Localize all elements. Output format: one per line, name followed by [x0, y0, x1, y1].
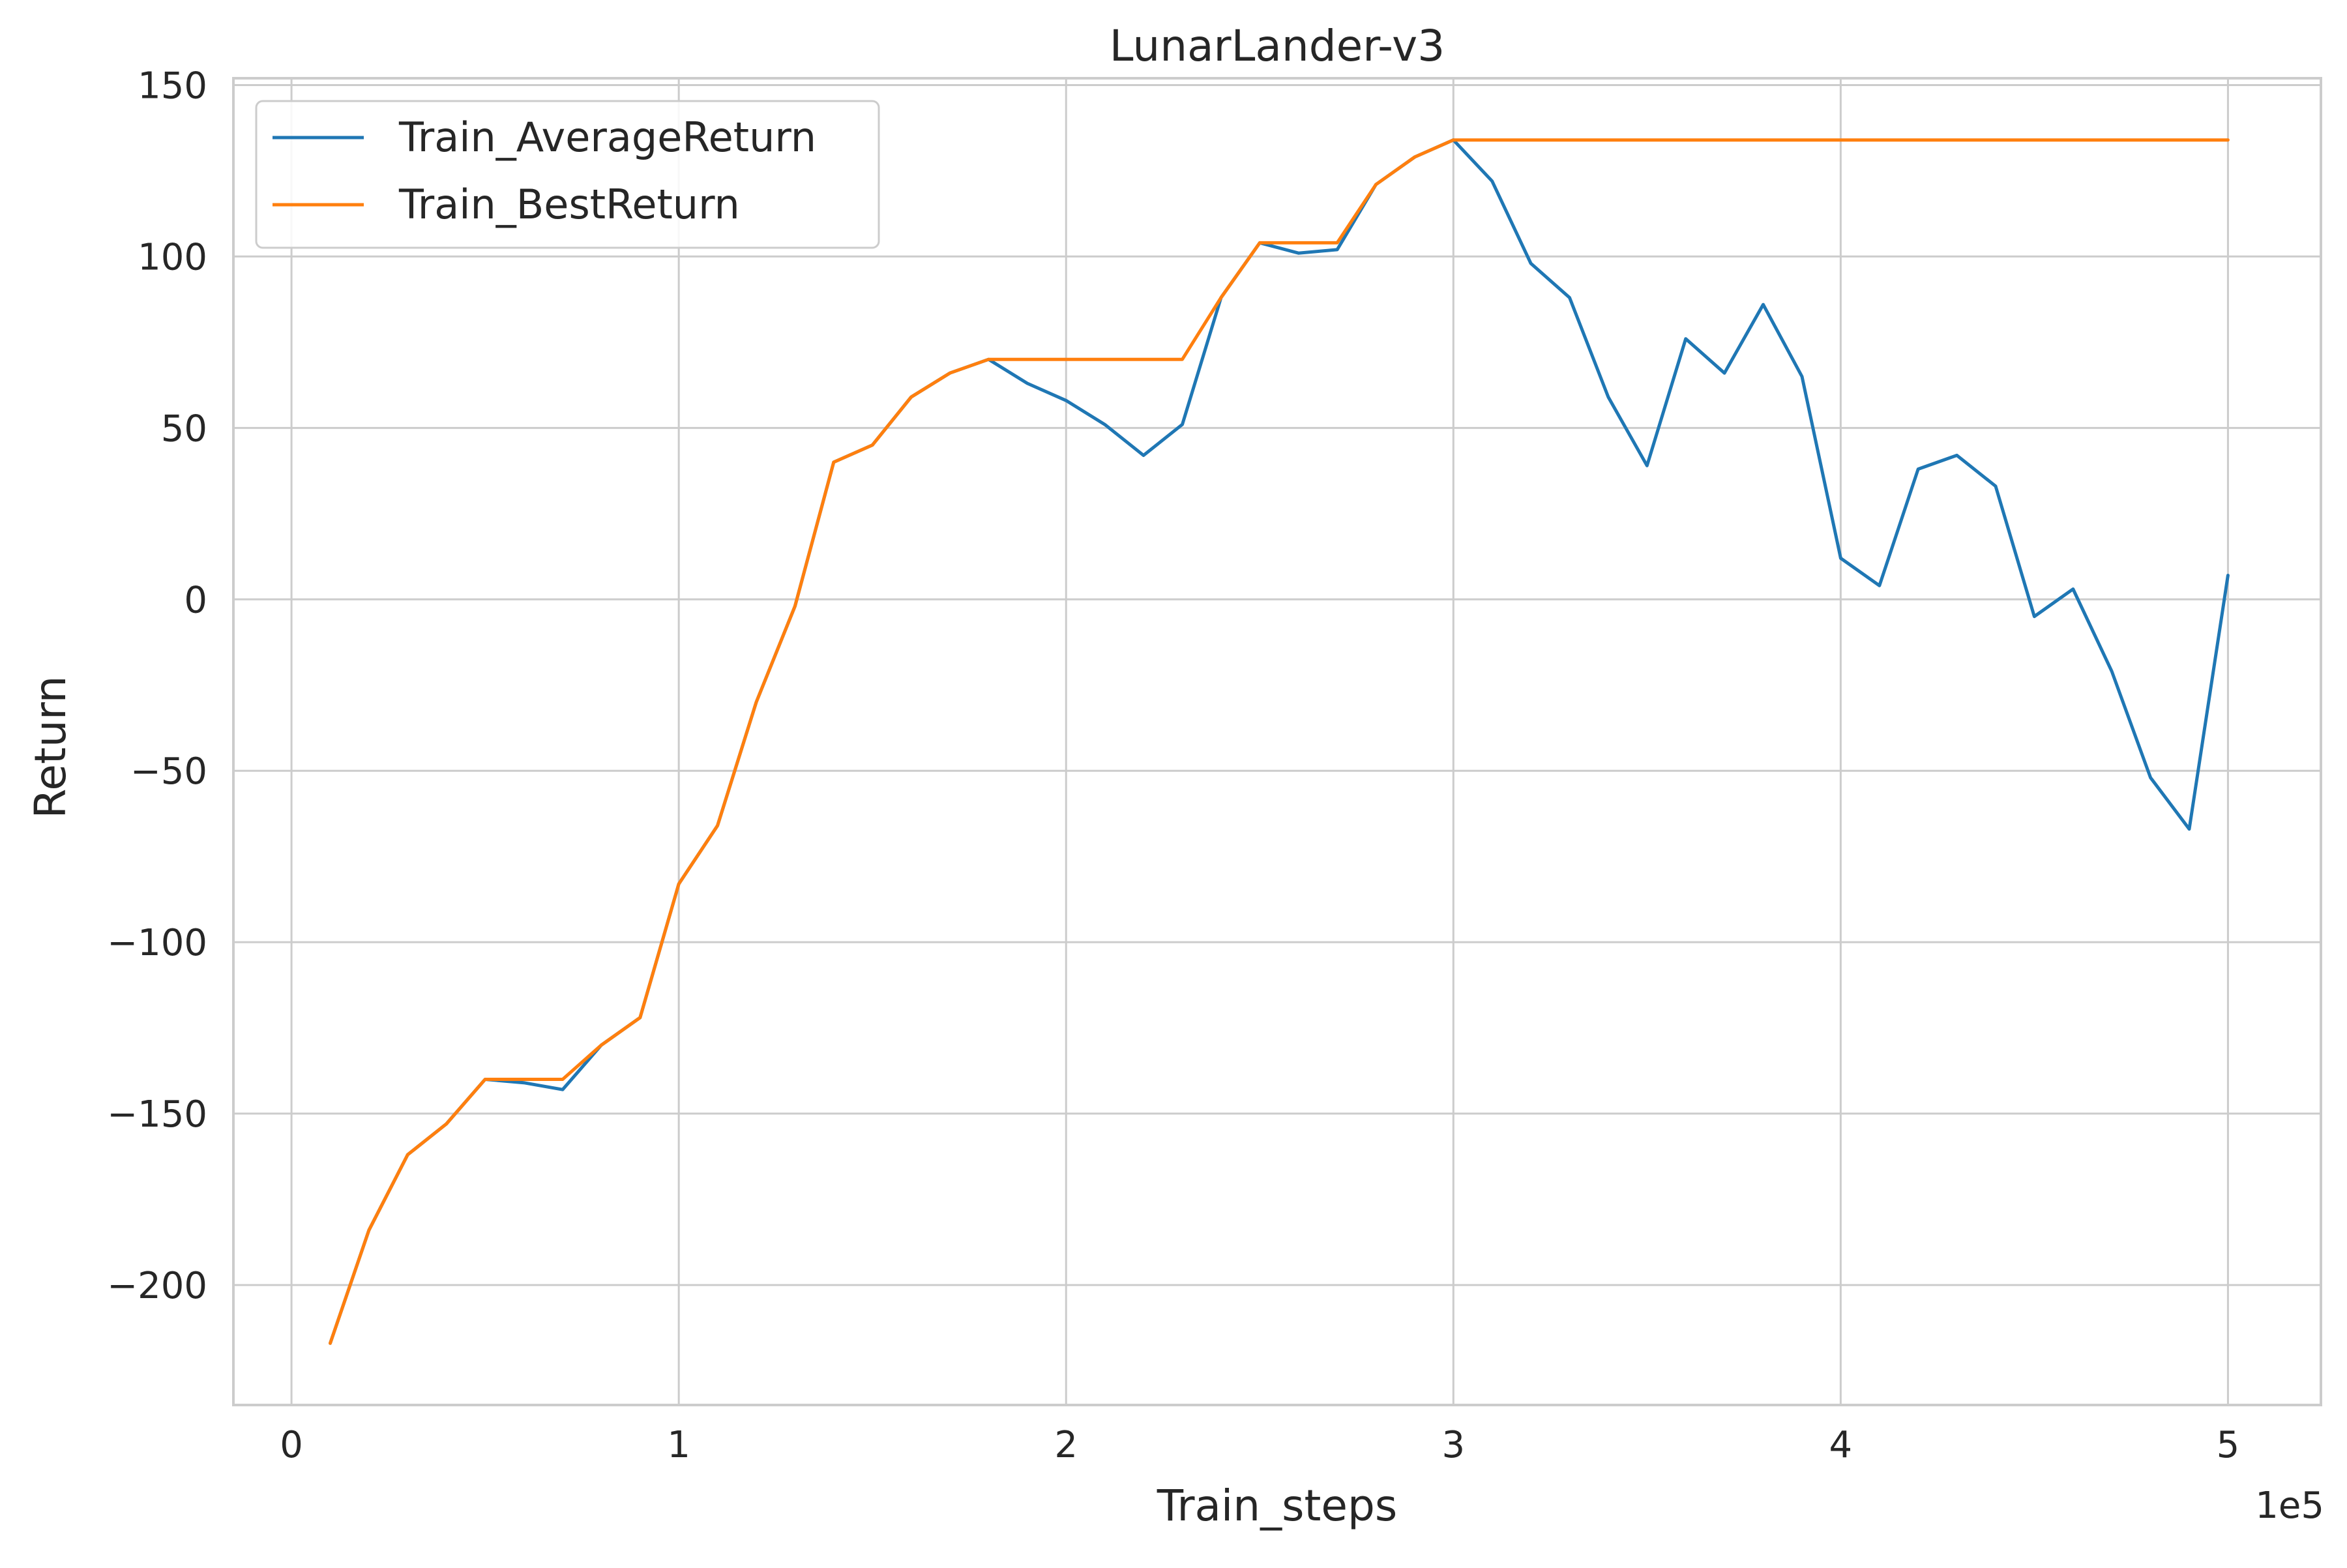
- series-line-best-return: [329, 138, 2230, 1345]
- y-tick-label: −50: [130, 750, 207, 793]
- grid-layer: [233, 78, 2321, 1405]
- plot-frame: [232, 77, 2322, 1406]
- legend: Train_AverageReturn Train_BestReturn: [255, 100, 880, 249]
- x-tick-label: 4: [1829, 1424, 1853, 1466]
- legend-label-average-return: Train_AverageReturn: [398, 113, 816, 161]
- x-tick-label: 3: [1441, 1424, 1465, 1466]
- x-tick-label: 0: [280, 1424, 303, 1466]
- x-axis-label: Train_steps: [1157, 1481, 1398, 1531]
- y-tick-label: −200: [107, 1265, 207, 1307]
- y-tick-label: 0: [184, 579, 207, 621]
- x-tick-label: 1: [667, 1424, 690, 1466]
- y-tick-label: −100: [107, 922, 207, 964]
- series-layer: [329, 138, 2230, 1345]
- y-axis-label: Return: [25, 675, 76, 818]
- y-tick-label: 50: [161, 407, 207, 450]
- x-tick-label: 2: [1054, 1424, 1078, 1466]
- chart-title: LunarLander-v3: [1110, 21, 1445, 71]
- y-tick-label: 100: [138, 236, 207, 278]
- y-tick-label: −150: [107, 1093, 207, 1136]
- y-tick-label: 150: [138, 65, 207, 108]
- x-offset-label: 1e5: [2255, 1485, 2324, 1527]
- legend-box: [255, 100, 880, 249]
- x-tick-label: 5: [2217, 1424, 2240, 1466]
- legend-label-best-return: Train_BestReturn: [398, 181, 740, 228]
- tick-layer: 0 1 2 3 4 5 −200 −150 −100 −50 0 50 100 150: [107, 65, 2239, 1466]
